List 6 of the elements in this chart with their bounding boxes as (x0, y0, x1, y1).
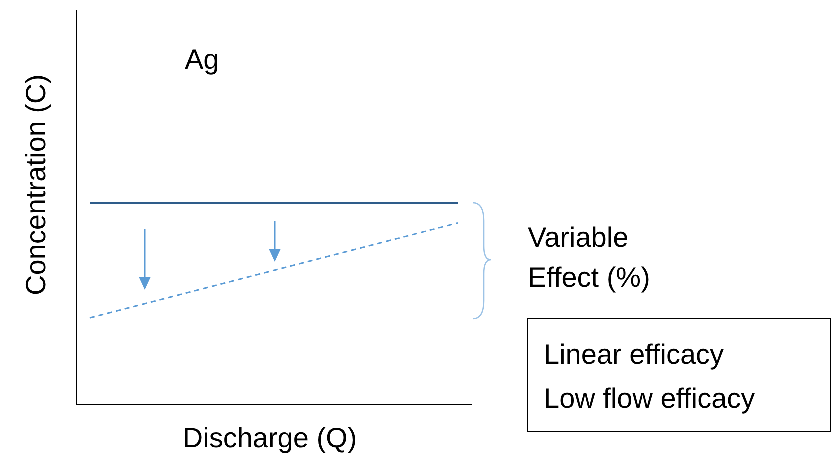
text: Ag (185, 43, 220, 77)
annotation: Variable Effect (%) (528, 221, 652, 295)
x-axis-title: Discharge (Q) (182, 422, 358, 454)
y-axis-title: Concentration (C) (20, 74, 52, 296)
text: Low flow efficacy (544, 382, 756, 416)
text: Linear efficacy (544, 338, 726, 372)
